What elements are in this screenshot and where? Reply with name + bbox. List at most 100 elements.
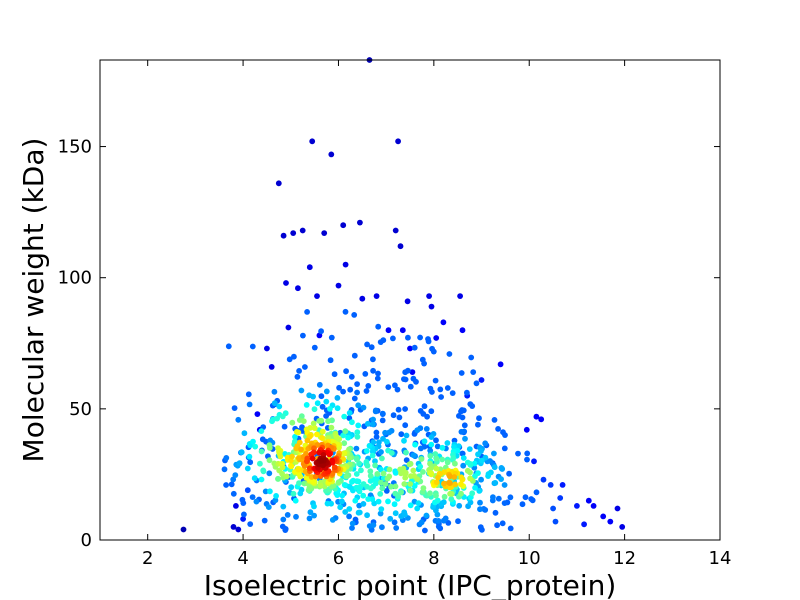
data-point: [362, 371, 369, 377]
data-point: [428, 471, 435, 478]
data-point: [433, 455, 440, 462]
data-point: [290, 490, 297, 497]
data-point: [230, 490, 237, 497]
data-point: [378, 506, 385, 512]
data-point: [449, 390, 456, 396]
data-point: [259, 436, 266, 443]
data-point: [317, 482, 324, 489]
data-point: [266, 457, 273, 464]
x-tick-label: 4: [237, 548, 248, 569]
data-point: [451, 444, 457, 450]
data-point: [403, 457, 410, 463]
data-point: [373, 293, 380, 299]
data-point: [607, 518, 614, 525]
data-point: [407, 502, 414, 509]
data-point: [497, 361, 504, 368]
data-point: [529, 497, 536, 504]
data-point: [377, 491, 384, 497]
data-point: [451, 474, 458, 480]
data-point: [469, 490, 476, 497]
data-point: [369, 452, 376, 459]
data-point: [435, 523, 442, 530]
data-point: [519, 501, 526, 508]
data-point: [445, 520, 452, 526]
data-point: [385, 498, 391, 505]
data-point: [402, 422, 409, 429]
data-point: [460, 455, 467, 461]
data-point: [304, 437, 311, 444]
data-point: [464, 389, 470, 396]
data-point: [485, 473, 491, 479]
data-point: [458, 474, 465, 481]
data-point: [495, 426, 501, 432]
data-point: [261, 517, 268, 524]
data-point: [374, 471, 381, 477]
data-point: [353, 471, 360, 477]
data-point: [392, 510, 399, 517]
data-point: [333, 433, 340, 440]
data-point: [418, 456, 425, 462]
data-point: [235, 526, 242, 533]
data-point: [249, 343, 256, 350]
data-point: [434, 497, 441, 504]
y-tick-label: 50: [69, 399, 92, 420]
data-point: [384, 438, 390, 445]
data-point: [619, 524, 626, 530]
data-point: [295, 285, 301, 292]
data-point: [275, 475, 281, 482]
data-point: [314, 293, 320, 299]
data-point: [360, 404, 367, 411]
data-point: [244, 487, 251, 494]
data-point: [349, 520, 356, 527]
data-point: [364, 512, 370, 519]
x-tick-label: 12: [613, 548, 636, 569]
data-point: [346, 506, 353, 512]
data-point: [306, 264, 313, 271]
data-point: [507, 494, 514, 501]
data-point: [323, 388, 330, 395]
data-point: [298, 387, 305, 394]
data-point: [351, 312, 358, 318]
data-point: [326, 451, 333, 458]
data-point: [281, 423, 288, 430]
data-point: [354, 381, 360, 387]
data-point: [379, 417, 386, 424]
data-point: [410, 452, 417, 459]
data-point: [407, 487, 414, 494]
x-axis-title: Isoelectric point (IPC_protein): [204, 569, 617, 600]
data-point: [296, 368, 302, 374]
data-point: [494, 522, 500, 529]
data-point: [524, 456, 530, 463]
data-point: [298, 446, 304, 453]
data-point: [268, 364, 275, 370]
data-point: [391, 519, 398, 526]
data-point: [398, 431, 405, 438]
data-point: [253, 498, 260, 505]
data-point: [364, 462, 371, 469]
data-point: [559, 482, 566, 488]
data-point: [304, 309, 310, 315]
data-point: [358, 467, 364, 474]
data-point: [343, 473, 350, 480]
data-point: [310, 420, 317, 427]
data-point: [395, 406, 402, 413]
data-point: [475, 421, 481, 428]
data-point: [414, 427, 421, 434]
data-point: [378, 479, 384, 486]
data-point: [524, 450, 531, 457]
data-point: [355, 478, 362, 485]
data-point: [446, 473, 453, 480]
plot-frame: [99, 59, 721, 541]
data-point: [246, 401, 253, 408]
data-point: [401, 376, 407, 382]
data-point: [403, 449, 409, 456]
data-points: [180, 57, 626, 534]
data-point: [472, 484, 478, 491]
data-point: [286, 356, 293, 363]
data-point: [247, 521, 254, 527]
data-point: [423, 512, 430, 519]
data-point: [365, 496, 372, 502]
data-point: [276, 403, 283, 410]
data-point: [264, 345, 270, 352]
data-point: [354, 389, 360, 396]
